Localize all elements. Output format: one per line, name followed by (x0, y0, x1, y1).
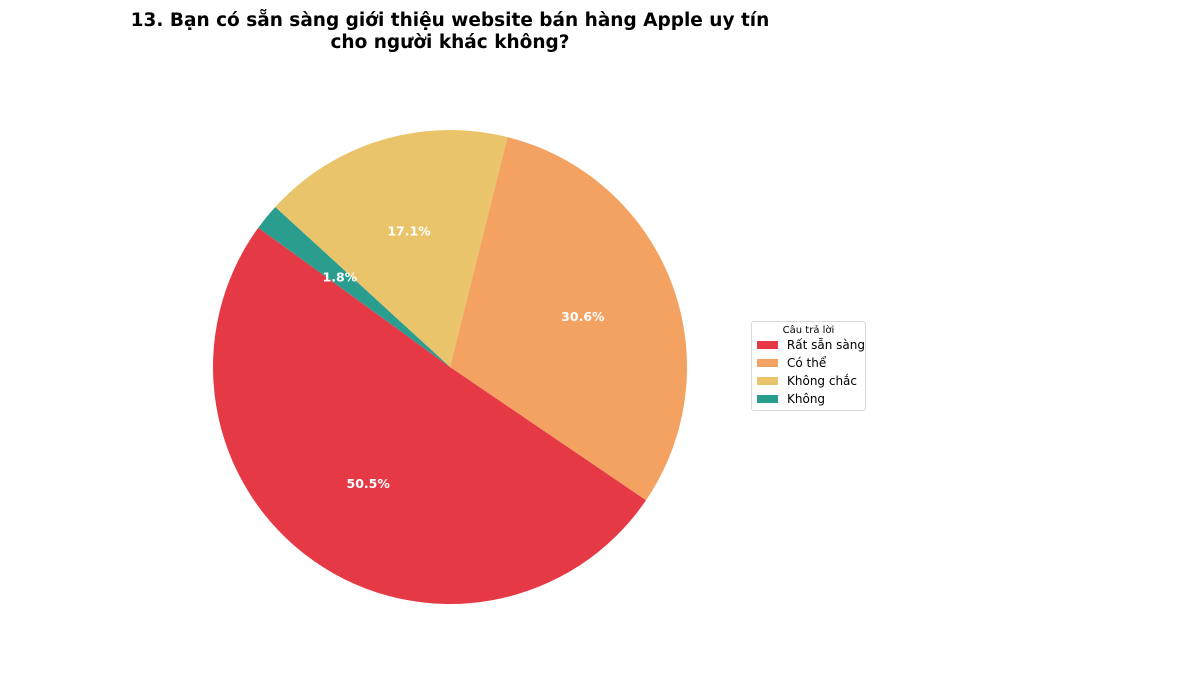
legend-label: Không chắc (787, 374, 858, 388)
legend-item-2: Có thể (757, 354, 865, 372)
slice-percent-label-4: 1.8% (323, 270, 358, 285)
slice-percent-label-3: 17.1% (387, 223, 431, 238)
legend-swatch (757, 395, 778, 403)
chart-title: 13. Bạn có sẵn sàng giới thiệu website b… (130, 10, 770, 53)
legend-swatch (757, 359, 778, 367)
legend-title: Câu trả lời (782, 325, 835, 336)
legend-item-4: Không (757, 390, 865, 408)
slice-percent-label-2: 30.6% (561, 309, 605, 324)
legend-swatch (757, 341, 778, 349)
pie-slice-2 (450, 137, 687, 501)
legend-label: Không (787, 392, 826, 406)
slice-percent-label-1: 50.5% (347, 476, 391, 491)
legend-swatch (757, 377, 778, 385)
pie-slice-3 (275, 129, 508, 367)
legend-label: Rất sẵn sàng (786, 338, 865, 352)
legend: Câu trả lời Rất sẵn sàng Có thể Không chắc… (751, 321, 866, 411)
legend-item-1: Rất sẵn sàng (757, 336, 865, 354)
pie-slice-4 (258, 206, 450, 367)
pie-slice-1 (212, 227, 647, 605)
legend-label: Có thể (787, 356, 827, 370)
legend-item-3: Không chắc (757, 372, 865, 390)
